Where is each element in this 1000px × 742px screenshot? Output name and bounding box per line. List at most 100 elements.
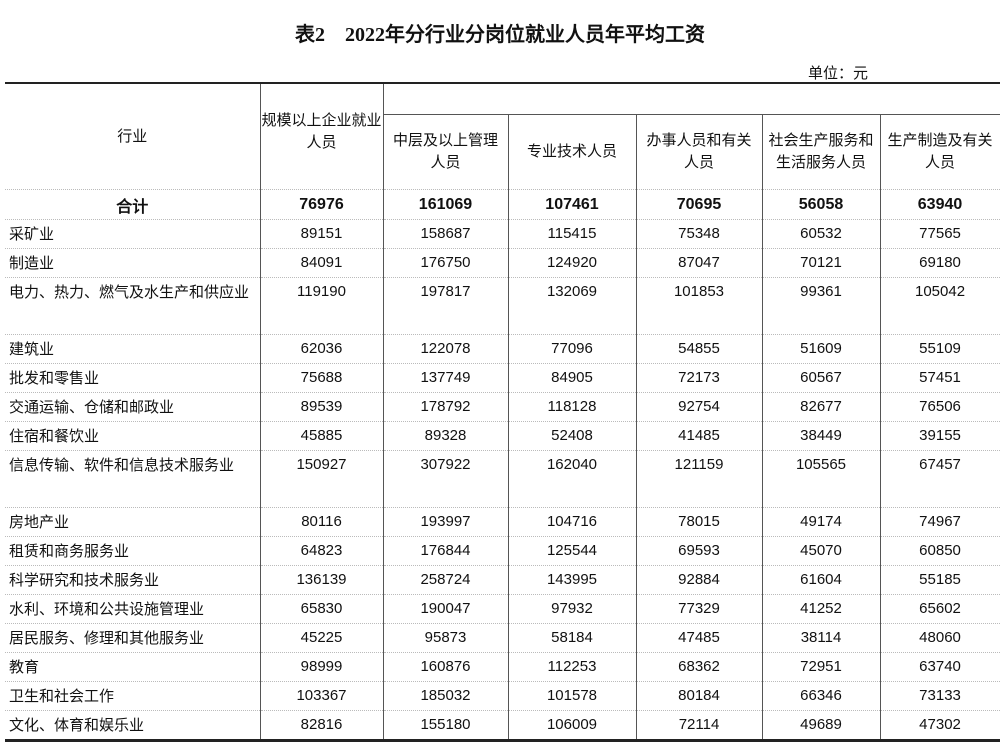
wage-value: 77096 <box>507 334 637 364</box>
wage-value: 72114 <box>635 710 763 741</box>
wage-value: 193997 <box>382 507 509 537</box>
wage-value: 89151 <box>259 219 384 249</box>
unit-label: 单位：元 <box>807 65 868 82</box>
wage-value: 112253 <box>507 652 637 682</box>
wage-value: 51609 <box>761 334 881 364</box>
wage-value: 69593 <box>635 536 763 566</box>
wage-value: 49689 <box>761 710 881 741</box>
wage-value: 118128 <box>507 392 637 422</box>
wage-value: 82816 <box>259 710 384 741</box>
header-total-label: 规模以上企业就业人员 <box>261 112 382 151</box>
wage-value: 74967 <box>879 507 1000 537</box>
table-row: 卫生和社会工作 103367 185032 101578 80184 66346 73133 <box>5 681 1000 711</box>
table-row: 居民服务、修理和其他服务业 45225 95873 58184 47485 38114 48… <box>5 623 1000 653</box>
industry-name: 房地产业 <box>5 507 261 537</box>
table-row: 教育 98999 160876 112253 68362 72951 63740 <box>5 652 1000 682</box>
wage-value: 41485 <box>635 421 763 451</box>
wage-value: 70121 <box>761 248 881 278</box>
wage-value: 105042 <box>879 277 1000 335</box>
wage-value: 101578 <box>507 681 637 711</box>
wage-value: 143995 <box>507 565 637 595</box>
wage-value: 80116 <box>259 507 384 537</box>
table-row: 信息传输、软件和信息技术服务业 150927 307922 162040 121159 1… <box>5 450 1000 508</box>
wage-value: 70695 <box>635 189 763 220</box>
table-title: 表2 2022年分行业分岗位就业人员年平均工资 <box>295 24 705 46</box>
wage-value: 72951 <box>761 652 881 682</box>
wage-value: 92754 <box>635 392 763 422</box>
wage-value: 150927 <box>259 450 384 508</box>
wage-value: 99361 <box>761 277 881 335</box>
wage-value: 47485 <box>635 623 763 653</box>
wage-value: 76976 <box>259 189 384 220</box>
wage-value: 75688 <box>259 363 384 393</box>
wage-value: 73133 <box>879 681 1000 711</box>
table-row: 租赁和商务服务业 64823 176844 125544 69593 45070 60850 <box>5 536 1000 566</box>
industry-name: 卫生和社会工作 <box>5 681 261 711</box>
wage-value: 68362 <box>635 652 763 682</box>
wage-value: 64823 <box>259 536 384 566</box>
wage-value: 41252 <box>761 594 881 624</box>
wage-value: 55185 <box>879 565 1000 595</box>
wage-value: 197817 <box>382 277 509 335</box>
industry-name: 交通运输、仓储和邮政业 <box>5 392 261 422</box>
wage-value: 107461 <box>507 189 637 220</box>
industry-name: 文化、体育和娱乐业 <box>5 710 261 741</box>
header-col-1: 中层及以上管理人员 <box>382 114 509 190</box>
wage-value: 72173 <box>635 363 763 393</box>
wage-value: 77329 <box>635 594 763 624</box>
wage-value: 54855 <box>635 334 763 364</box>
wage-value: 67457 <box>879 450 1000 508</box>
wage-value: 162040 <box>507 450 637 508</box>
wage-value: 60532 <box>761 219 881 249</box>
wage-table: 行业 规模以上企业就业人员 中层及以上管理人员 专业技术人员 办事人员和有关人员 社会… <box>5 82 1000 742</box>
industry-name: 水利、环境和公共设施管理业 <box>5 594 261 624</box>
wage-value: 49174 <box>761 507 881 537</box>
wage-value: 122078 <box>382 334 509 364</box>
wage-value: 158687 <box>382 219 509 249</box>
wage-value: 185032 <box>382 681 509 711</box>
wage-value: 132069 <box>507 277 637 335</box>
industry-name: 住宿和餐饮业 <box>5 421 261 451</box>
wage-value: 45225 <box>259 623 384 653</box>
wage-value: 307922 <box>382 450 509 508</box>
wage-value: 77565 <box>879 219 1000 249</box>
industry-name: 居民服务、修理和其他服务业 <box>5 623 261 653</box>
wage-value: 178792 <box>382 392 509 422</box>
wage-value: 125544 <box>507 536 637 566</box>
wage-value: 92884 <box>635 565 763 595</box>
wage-value: 63740 <box>879 652 1000 682</box>
table-row: 采矿业 89151 158687 115415 75348 60532 77565 <box>5 219 1000 249</box>
industry-name: 信息传输、软件和信息技术服务业 <box>5 450 261 508</box>
wage-value: 101853 <box>635 277 763 335</box>
wage-value: 104716 <box>507 507 637 537</box>
wage-value: 78015 <box>635 507 763 537</box>
header-col-2: 专业技术人员 <box>507 114 637 190</box>
wage-value: 62036 <box>259 334 384 364</box>
wage-value: 161069 <box>382 189 509 220</box>
wage-value: 258724 <box>382 565 509 595</box>
wage-value: 55109 <box>879 334 1000 364</box>
wage-value: 47302 <box>879 710 1000 741</box>
wage-value: 61604 <box>761 565 881 595</box>
wage-value: 137749 <box>382 363 509 393</box>
header-col-5: 生产制造及有关人员 <box>879 114 1000 190</box>
wage-value: 115415 <box>507 219 637 249</box>
wage-value: 45885 <box>259 421 384 451</box>
wage-value: 56058 <box>761 189 881 220</box>
table-row: 建筑业 62036 122078 77096 54855 51609 55109 <box>5 334 1000 364</box>
wage-value: 39155 <box>879 421 1000 451</box>
wage-value: 97932 <box>507 594 637 624</box>
wage-value: 38449 <box>761 421 881 451</box>
wage-value: 45070 <box>761 536 881 566</box>
wage-value: 75348 <box>635 219 763 249</box>
wage-value: 124920 <box>507 248 637 278</box>
wage-value: 52408 <box>507 421 637 451</box>
table-row: 交通运输、仓储和邮政业 89539 178792 118128 92754 82677 76… <box>5 392 1000 422</box>
wage-value: 190047 <box>382 594 509 624</box>
wage-value: 176844 <box>382 536 509 566</box>
wage-value: 76506 <box>879 392 1000 422</box>
industry-name: 合计 <box>5 189 261 220</box>
wage-value: 106009 <box>507 710 637 741</box>
wage-value: 60567 <box>761 363 881 393</box>
total-row: 合计 76976 161069 107461 70695 56058 63940 <box>5 189 1000 220</box>
